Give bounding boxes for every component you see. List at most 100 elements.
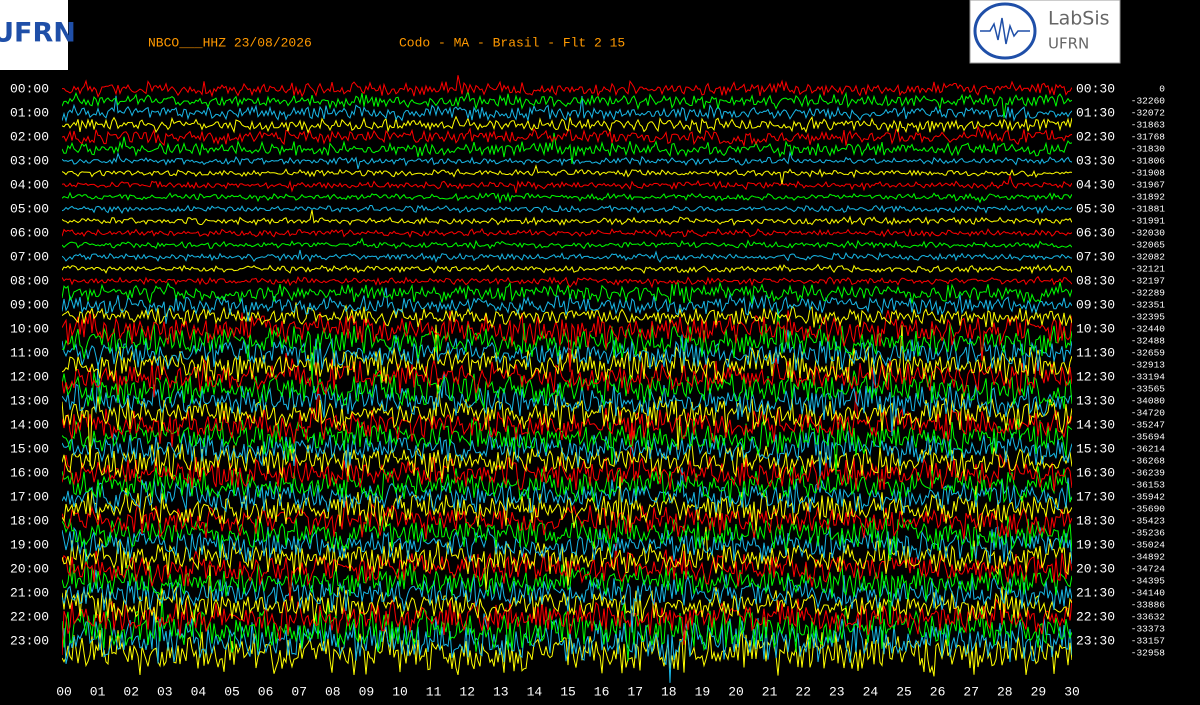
trace [62,421,1072,492]
right-time-label: 06:30 [1076,225,1115,240]
trace [62,281,1072,305]
right-time-label: 04:30 [1076,177,1115,192]
offset-label: -35694 [1131,432,1166,443]
offset-label: -31806 [1131,156,1166,167]
offset-label: -31881 [1131,204,1166,215]
trace [62,476,1072,533]
trace [62,430,1072,477]
minute-label: 18 [661,684,677,699]
right-time-label: 23:30 [1076,633,1115,648]
labsis-logo-box [969,0,1121,64]
minute-label: 03 [157,684,173,699]
minute-label: 28 [997,684,1013,699]
offset-label: -32913 [1131,360,1166,371]
traces [62,75,1072,683]
left-time-label: 19:00 [10,537,49,552]
offset-label: -34720 [1131,408,1166,419]
minute-label: 00 [56,684,72,699]
offset-label: -32659 [1131,348,1166,359]
minute-label: 12 [459,684,475,699]
trace [62,132,1072,165]
offset-label: -34892 [1131,552,1166,563]
offset-label: -36153 [1131,480,1166,491]
minute-label: 16 [594,684,610,699]
trace [62,164,1072,185]
trace [62,324,1072,384]
right-time-label: 11:30 [1076,345,1115,360]
right-time-label: 02:30 [1076,129,1115,144]
offset-label: -32030 [1131,228,1166,239]
minute-label: 14 [527,684,543,699]
right-time-label: 05:30 [1076,201,1115,216]
right-time-label: 19:30 [1076,537,1115,552]
trace [62,500,1072,540]
right-time-label: 00:30 [1076,81,1115,96]
station-title: NBCO___HHZ 23/08/2026 [148,35,312,50]
trace [62,310,1072,373]
right-time-label: 16:30 [1076,465,1115,480]
offset-label: -33632 [1131,612,1166,623]
offset-label: -31830 [1131,144,1166,155]
offset-label: -34724 [1131,564,1166,575]
trace [62,287,1072,324]
right-time-label: 12:30 [1076,369,1115,384]
offset-label: -31768 [1131,132,1166,143]
trace [62,597,1072,662]
minute-label: 20 [728,684,744,699]
trace [62,227,1072,239]
minute-label: 23 [829,684,845,699]
minute-label: 08 [325,684,341,699]
minute-label: 19 [695,684,711,699]
offset-label: -33373 [1131,624,1166,635]
labsis-logo-ring [973,2,1037,60]
trace [62,115,1072,135]
right-time-label: 22:30 [1076,609,1115,624]
minute-label: 25 [896,684,912,699]
minute-label: 29 [1031,684,1047,699]
offset-label: -35236 [1131,528,1166,539]
trace [62,467,1072,514]
minute-label: 07 [291,684,307,699]
trace [62,417,1072,475]
minute-label: 30 [1064,684,1080,699]
offset-label: -32289 [1131,288,1166,299]
offset-label: -36268 [1131,456,1166,467]
offset-label: -35247 [1131,420,1165,431]
minute-label: 15 [560,684,576,699]
trace [62,209,1072,227]
left-time-label: 12:00 [10,369,49,384]
right-time-label: 18:30 [1076,513,1115,528]
trace [62,526,1072,590]
left-time-label: 03:00 [10,153,49,168]
offset-label: -35690 [1131,504,1166,515]
ufrn-logo-box [0,0,68,70]
trace [62,150,1072,170]
labsis-title: LabSis [1048,8,1110,30]
left-time-label: 21:00 [10,585,49,600]
ufrn-logo: UFRN [0,18,76,49]
minute-label: 22 [795,684,811,699]
left-time-label: 06:00 [10,225,49,240]
trace [62,380,1072,448]
trace [62,362,1072,437]
trace [62,125,1072,148]
trace [62,173,1072,194]
offset-label: -34140 [1131,588,1166,599]
right-time-label: 01:30 [1076,105,1115,120]
right-time-label: 17:30 [1076,489,1115,504]
left-time-label: 02:00 [10,129,49,144]
right-time-label: 07:30 [1076,249,1115,264]
offset-label: -32395 [1131,312,1166,323]
minute-label: 02 [123,684,139,699]
offset-label: -35423 [1131,516,1166,527]
left-time-label: 20:00 [10,561,49,576]
offset-label: -31863 [1131,120,1166,131]
trace [62,191,1072,204]
offset-label: -32440 [1131,324,1166,335]
minute-label: 01 [90,684,106,699]
labsis-sub: UFRN [1048,35,1089,53]
offset-label: -32082 [1131,252,1166,263]
offset-label: -35024 [1131,540,1166,551]
